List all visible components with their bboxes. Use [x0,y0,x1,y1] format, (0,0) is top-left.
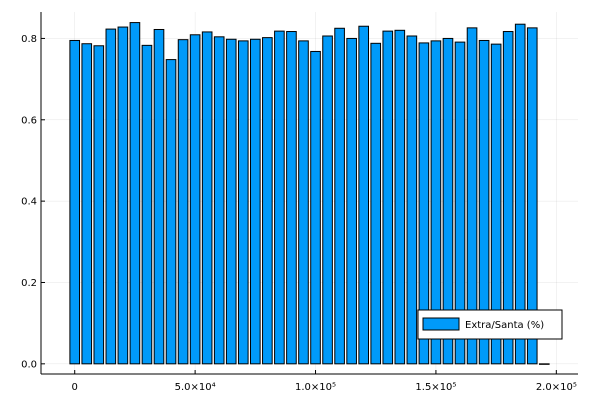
bar [189,34,201,365]
bar [298,40,309,365]
y-tick-label: 0.8 [21,34,37,45]
y-tick-label: 0.2 [21,278,37,289]
bar [177,39,189,365]
bar [334,27,345,365]
axes [40,12,578,375]
x-tick-label: 2.0×10⁵ [536,382,577,393]
bar [310,50,321,365]
bar [69,39,81,365]
legend: Extra/Santa (%) [417,309,563,340]
x-tick-label: 5.0×10⁴ [175,382,216,393]
bar [153,28,165,365]
bar [406,35,418,365]
bar [526,27,538,365]
bar [478,39,490,365]
legend-label: Extra/Santa (%) [465,320,544,331]
bar [237,40,249,365]
y-tick-label: 0.6 [21,115,37,126]
bar [430,40,442,365]
y-tick-label: 0.0 [21,359,37,370]
x-tick-label: 1.5×10⁵ [415,382,456,393]
bar [322,35,333,365]
bar [538,363,550,365]
bar [382,30,394,365]
x-tick-label: 1.0×10⁵ [295,382,336,393]
bar [442,37,454,365]
bar [105,28,117,365]
bar [286,31,297,365]
bar [346,37,357,365]
bar [93,45,105,365]
bar [165,59,177,365]
bar-series [69,22,550,365]
axis-ticks: 0.0 0.2 0.4 0.6 0.8 0 5.0×10⁴ 1.0×10⁵ 1.5×10⁵ 2.0… [21,34,577,393]
bar [454,41,466,365]
legend-swatch [422,317,460,331]
bar [490,43,502,365]
bar [129,22,141,365]
bar [213,36,225,365]
bar [117,26,129,365]
bar [81,43,93,365]
bar [141,44,153,365]
bar [502,31,514,365]
bar [274,30,285,365]
bar [262,37,273,365]
bar [370,42,382,365]
bar [358,25,369,365]
bar [201,31,213,365]
bar [250,38,261,365]
bar [418,42,430,365]
bar [225,38,237,365]
x-tick-label: 0 [72,382,78,393]
y-tick-label: 0.4 [21,197,37,208]
bar [394,29,406,365]
bar [466,27,478,365]
bar [514,23,526,365]
